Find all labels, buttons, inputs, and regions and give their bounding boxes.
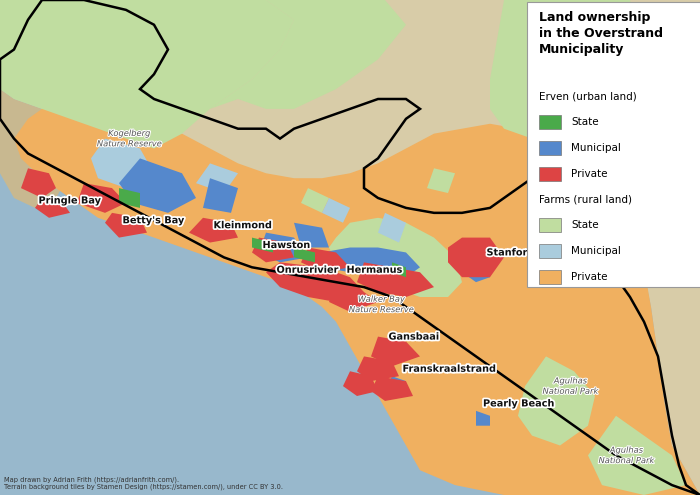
Polygon shape: [385, 376, 406, 391]
Text: Stanford: Stanford: [486, 248, 535, 257]
FancyBboxPatch shape: [539, 270, 561, 284]
Text: Agulhas
National Park: Agulhas National Park: [598, 446, 654, 465]
Polygon shape: [378, 213, 406, 243]
Polygon shape: [322, 248, 420, 277]
Text: Kleinmond: Kleinmond: [214, 220, 272, 230]
Text: Private: Private: [571, 272, 608, 282]
Polygon shape: [210, 0, 406, 109]
Text: Betty's Bay: Betty's Bay: [122, 215, 184, 225]
Text: Kogelberg
Nature Reserve: Kogelberg Nature Reserve: [97, 129, 162, 148]
Polygon shape: [371, 337, 420, 366]
Polygon shape: [119, 188, 140, 208]
Text: Franskraalstrand: Franskraalstrand: [402, 364, 496, 374]
FancyBboxPatch shape: [539, 244, 561, 258]
Polygon shape: [294, 223, 329, 248]
FancyBboxPatch shape: [539, 115, 561, 129]
Polygon shape: [0, 89, 84, 208]
Polygon shape: [518, 356, 595, 446]
Polygon shape: [266, 262, 364, 302]
Polygon shape: [490, 0, 644, 139]
Polygon shape: [322, 198, 350, 223]
Text: Pringle Bay: Pringle Bay: [38, 196, 102, 205]
Text: Municipal: Municipal: [571, 143, 621, 153]
Polygon shape: [427, 168, 455, 193]
Polygon shape: [294, 248, 315, 262]
Text: Municipal: Municipal: [571, 246, 621, 256]
Polygon shape: [77, 183, 126, 213]
Polygon shape: [14, 99, 700, 495]
Polygon shape: [371, 376, 413, 401]
Text: Gansbaai: Gansbaai: [389, 332, 440, 342]
Polygon shape: [448, 238, 504, 277]
Polygon shape: [21, 168, 56, 198]
Polygon shape: [196, 163, 238, 193]
FancyBboxPatch shape: [539, 167, 561, 181]
Polygon shape: [301, 248, 350, 272]
Text: Agulhas
National Park: Agulhas National Park: [542, 376, 598, 396]
Text: Erven (urban land): Erven (urban land): [539, 92, 637, 101]
Polygon shape: [259, 233, 308, 262]
Polygon shape: [357, 356, 399, 381]
Polygon shape: [476, 411, 490, 426]
Text: Onrusrivier: Onrusrivier: [276, 265, 339, 275]
Text: Walker Bay
Nature Reserve: Walker Bay Nature Reserve: [349, 295, 414, 314]
Polygon shape: [462, 257, 490, 282]
Polygon shape: [203, 178, 238, 213]
Text: Map drawn by Adrian Frith (https://adrianfrith.com/).
Terrain background tiles b: Map drawn by Adrian Frith (https://adria…: [4, 476, 283, 490]
Polygon shape: [301, 188, 329, 213]
Text: Hermanus: Hermanus: [346, 265, 402, 275]
FancyBboxPatch shape: [539, 218, 561, 232]
Text: Hawston: Hawston: [262, 240, 310, 250]
Text: Land ownership
in the Overstrand
Municipality: Land ownership in the Overstrand Municip…: [539, 11, 663, 56]
FancyBboxPatch shape: [539, 141, 561, 155]
FancyBboxPatch shape: [527, 2, 700, 287]
Polygon shape: [189, 218, 238, 243]
Text: State: State: [571, 220, 598, 230]
Polygon shape: [378, 342, 399, 361]
Polygon shape: [357, 262, 434, 297]
Polygon shape: [329, 218, 462, 297]
Polygon shape: [252, 238, 273, 252]
Polygon shape: [588, 416, 686, 495]
Polygon shape: [91, 139, 154, 188]
Polygon shape: [392, 262, 406, 277]
Text: Pearly Beach: Pearly Beach: [483, 398, 554, 408]
Text: State: State: [571, 117, 598, 127]
Polygon shape: [343, 371, 378, 396]
Polygon shape: [105, 213, 147, 238]
Text: Private: Private: [571, 169, 608, 179]
Polygon shape: [35, 198, 70, 218]
Polygon shape: [0, 0, 294, 148]
Polygon shape: [329, 287, 378, 312]
Polygon shape: [252, 238, 294, 262]
Text: Farms (rural land): Farms (rural land): [539, 195, 632, 204]
Polygon shape: [119, 158, 196, 213]
